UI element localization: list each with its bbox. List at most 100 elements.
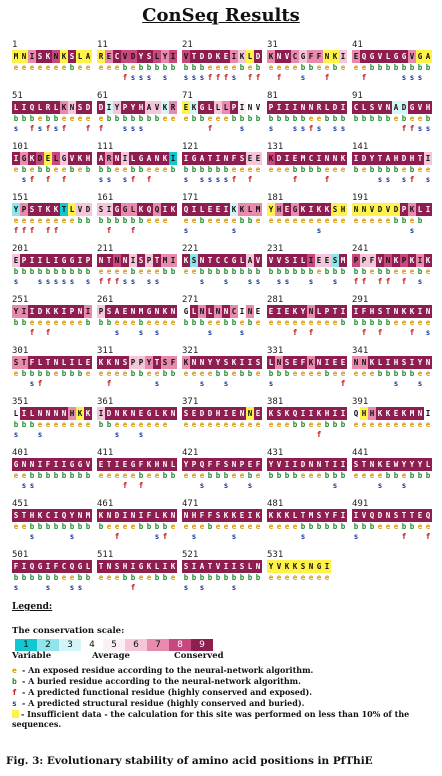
function-mark: s [138, 328, 144, 337]
residue: K [368, 356, 376, 369]
residue: G [76, 560, 84, 573]
exposure-mark: e [122, 267, 128, 276]
function-mark [182, 481, 190, 491]
exposure-mark: b [276, 369, 282, 378]
residue: L [76, 356, 84, 369]
residue: V [121, 50, 129, 63]
exposure-mark: b [77, 369, 83, 378]
function-mark [222, 328, 230, 338]
residue: G [400, 50, 408, 63]
residue: I [52, 254, 60, 267]
function-mark [323, 277, 331, 287]
function-mark [129, 328, 137, 338]
exposure-mark: e [300, 318, 306, 327]
exposure-mark: b [106, 114, 112, 123]
exposure-mark: b [37, 471, 43, 480]
residue: Y [68, 509, 76, 522]
exposure-mark: b [29, 573, 35, 582]
residue: A [198, 152, 206, 165]
function-mark [60, 532, 68, 542]
exposure-mark: e [292, 522, 298, 531]
exposure-mark: b [215, 471, 221, 480]
function-mark [105, 73, 113, 83]
exposure-mark: b [215, 267, 221, 276]
function-mark [352, 328, 360, 338]
exposure-mark: e [98, 114, 104, 123]
exposure-mark: e [146, 216, 152, 225]
residue: D [400, 152, 408, 165]
function-mark: s [207, 175, 213, 184]
residue: D [376, 509, 384, 522]
residue: F [299, 356, 307, 369]
residue: Y [368, 152, 376, 165]
exposure-mark: e [215, 216, 221, 225]
residue: L [206, 305, 214, 318]
residue: N [384, 101, 392, 114]
exposure-mark: b [162, 471, 168, 480]
exposure-mark: e [292, 63, 298, 72]
function-mark [68, 124, 76, 134]
exposure-mark: e [106, 63, 112, 72]
exposure-mark: b [53, 573, 59, 582]
function-mark [20, 379, 28, 389]
residue: M [299, 152, 307, 165]
exposure-mark: b [300, 267, 306, 276]
exposure-mark [169, 216, 177, 226]
exposure-mark: e [377, 471, 383, 480]
function-mark [44, 532, 52, 542]
exposure-mark: e [77, 420, 83, 429]
exposure-mark: b [53, 114, 59, 123]
residue: L [222, 101, 230, 114]
residue: G [20, 152, 28, 165]
exposure-mark: b [247, 318, 253, 327]
function-mark: f [29, 124, 35, 133]
exposure-mark: e [215, 114, 221, 123]
function-mark [307, 175, 315, 185]
function-mark [76, 328, 84, 338]
function-mark [198, 328, 206, 338]
exposure-mark: b [21, 420, 27, 429]
exposure-mark: e [13, 369, 19, 378]
function-mark [145, 583, 153, 593]
function-mark: s [69, 277, 75, 286]
function-mark [206, 277, 214, 287]
exposure-mark: b [85, 165, 91, 174]
exposure-mark: b [53, 522, 59, 531]
function-mark [97, 328, 105, 338]
exposure-mark: b [231, 114, 237, 123]
residue: E [323, 254, 331, 267]
residue: F [44, 458, 52, 471]
function-mark [76, 124, 84, 134]
function-mark: s [332, 481, 338, 490]
block-start-number: 401 [12, 448, 29, 458]
function-mark: f [45, 328, 51, 337]
function-mark [182, 124, 190, 134]
residue: H [408, 152, 416, 165]
function-mark [368, 481, 376, 491]
exposure-mark: b [401, 63, 407, 72]
residue: I [52, 509, 60, 522]
function-mark [214, 328, 222, 338]
residue: I [121, 509, 129, 522]
exposure-mark: e [154, 165, 160, 174]
residue: I [20, 101, 28, 114]
function-mark: f [377, 277, 383, 286]
residue: N [323, 50, 331, 63]
function-mark: s [122, 175, 128, 184]
scale-cell-8: 8 [169, 639, 191, 651]
exposure-mark: e [361, 216, 367, 225]
exposure-mark: e [183, 420, 189, 429]
